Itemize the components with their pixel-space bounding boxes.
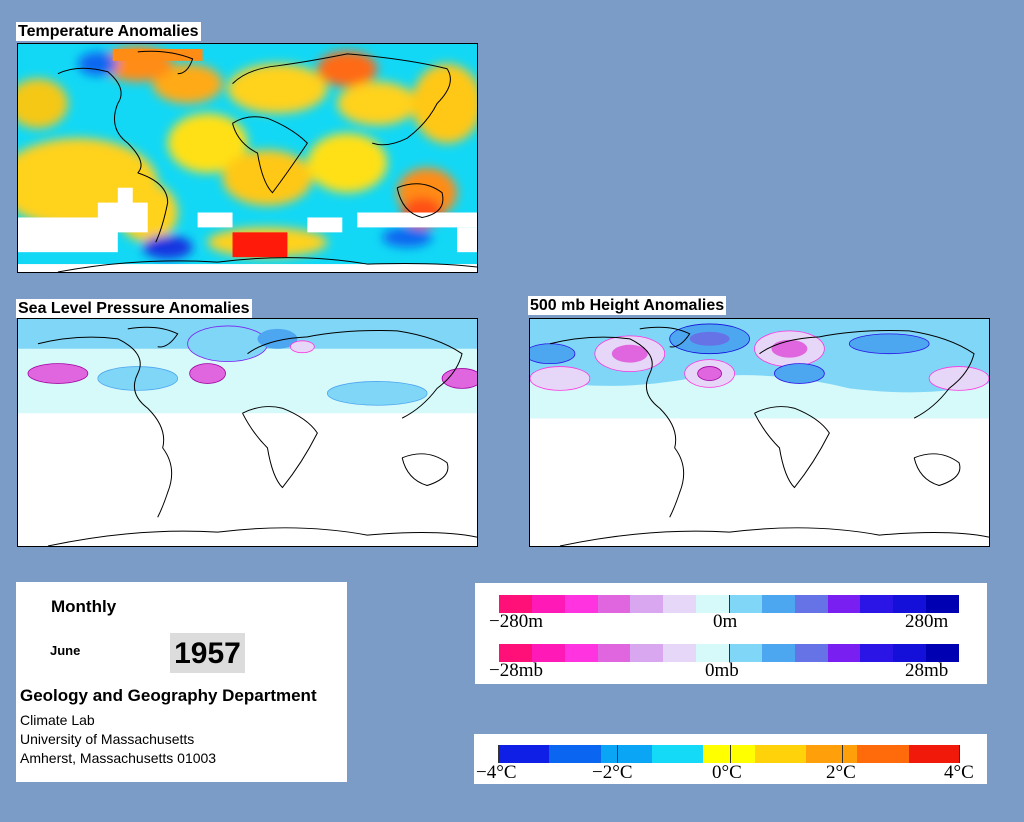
slp-map-title: Sea Level Pressure Anomalies xyxy=(16,299,252,318)
color-swatch xyxy=(857,745,909,763)
temp-label-4: 4°C xyxy=(944,762,974,783)
temp-label-2: 2°C xyxy=(826,762,856,783)
color-swatch xyxy=(860,595,894,613)
color-swatch xyxy=(794,595,828,613)
temp-tick-4 xyxy=(959,745,960,763)
temperature-map-title: Temperature Anomalies xyxy=(16,22,201,41)
color-swatch xyxy=(729,595,762,613)
anomaly-legend: −280m 0m 280m −28mb 0mb 28mb xyxy=(475,583,987,684)
pressure-max-label: 28mb xyxy=(905,660,949,681)
color-swatch xyxy=(630,644,664,662)
color-swatch xyxy=(600,745,652,763)
height-max-label: 280m xyxy=(905,611,949,632)
department-name: Geology and Geography Department xyxy=(20,686,317,705)
height500-anomaly-map xyxy=(529,318,990,547)
pressure-zero-tick xyxy=(729,644,730,662)
height-min-label: −280m xyxy=(489,611,543,632)
height-color-bar xyxy=(499,595,960,613)
color-swatch xyxy=(597,595,631,613)
color-swatch xyxy=(761,644,795,662)
height500-map-title: 500 mb Height Anomalies xyxy=(528,296,727,315)
color-swatch xyxy=(827,644,861,662)
color-swatch xyxy=(827,595,861,613)
color-swatch xyxy=(499,644,532,662)
temp-label-minus2: −2°C xyxy=(592,762,633,783)
color-swatch xyxy=(754,745,806,763)
color-swatch xyxy=(564,595,598,613)
color-swatch xyxy=(893,595,927,613)
color-swatch xyxy=(794,644,828,662)
color-swatch xyxy=(860,644,894,662)
height-zero-tick xyxy=(729,595,730,613)
lab-name: Climate Lab xyxy=(20,712,95,728)
color-swatch xyxy=(729,644,762,662)
temp-tick-2 xyxy=(842,745,843,763)
color-swatch xyxy=(893,644,927,662)
address-line: Amherst, Massachusetts 01003 xyxy=(20,750,217,766)
pressure-min-label: −28mb xyxy=(489,660,543,681)
temperature-color-bar xyxy=(498,745,960,763)
temperature-anomaly-map xyxy=(17,43,478,273)
temp-label-minus4: −4°C xyxy=(476,762,517,783)
color-swatch xyxy=(805,745,858,763)
pressure-mid-label: 0mb xyxy=(705,660,739,681)
temp-label-zero: 0°C xyxy=(712,762,742,783)
color-swatch xyxy=(499,595,532,613)
color-swatch xyxy=(531,644,565,662)
color-swatch xyxy=(761,595,795,613)
height-mid-label: 0m xyxy=(713,611,738,632)
color-swatch xyxy=(663,595,697,613)
slp-anomaly-graphic xyxy=(18,319,477,546)
color-swatch xyxy=(597,644,631,662)
color-swatch xyxy=(531,595,565,613)
university-name: University of Massachusetts xyxy=(20,731,195,747)
info-panel: Monthly June 1957 Geology and Geography … xyxy=(16,582,347,782)
temp-tick-zero xyxy=(730,745,731,763)
period-label: Monthly xyxy=(51,597,117,616)
pressure-color-bar xyxy=(499,644,960,662)
color-swatch xyxy=(703,745,755,763)
color-swatch xyxy=(630,595,664,613)
temp-tick-minus4 xyxy=(498,745,499,763)
color-swatch xyxy=(926,595,960,613)
color-swatch xyxy=(498,745,550,763)
color-swatch xyxy=(663,644,697,662)
slp-anomaly-map xyxy=(17,318,478,547)
color-swatch xyxy=(564,644,598,662)
temperature-anomaly-graphic xyxy=(18,44,477,272)
year-label: 1957 xyxy=(170,633,245,673)
month-label: June xyxy=(50,643,81,658)
color-swatch xyxy=(549,745,601,763)
color-swatch xyxy=(926,644,960,662)
temp-tick-minus2 xyxy=(617,745,618,763)
height500-anomaly-graphic xyxy=(530,319,989,546)
color-swatch xyxy=(651,745,704,763)
color-swatch xyxy=(696,644,730,662)
temperature-legend: −4°C −2°C 0°C 2°C 4°C xyxy=(474,734,987,784)
color-swatch xyxy=(696,595,730,613)
color-swatch xyxy=(908,745,960,763)
